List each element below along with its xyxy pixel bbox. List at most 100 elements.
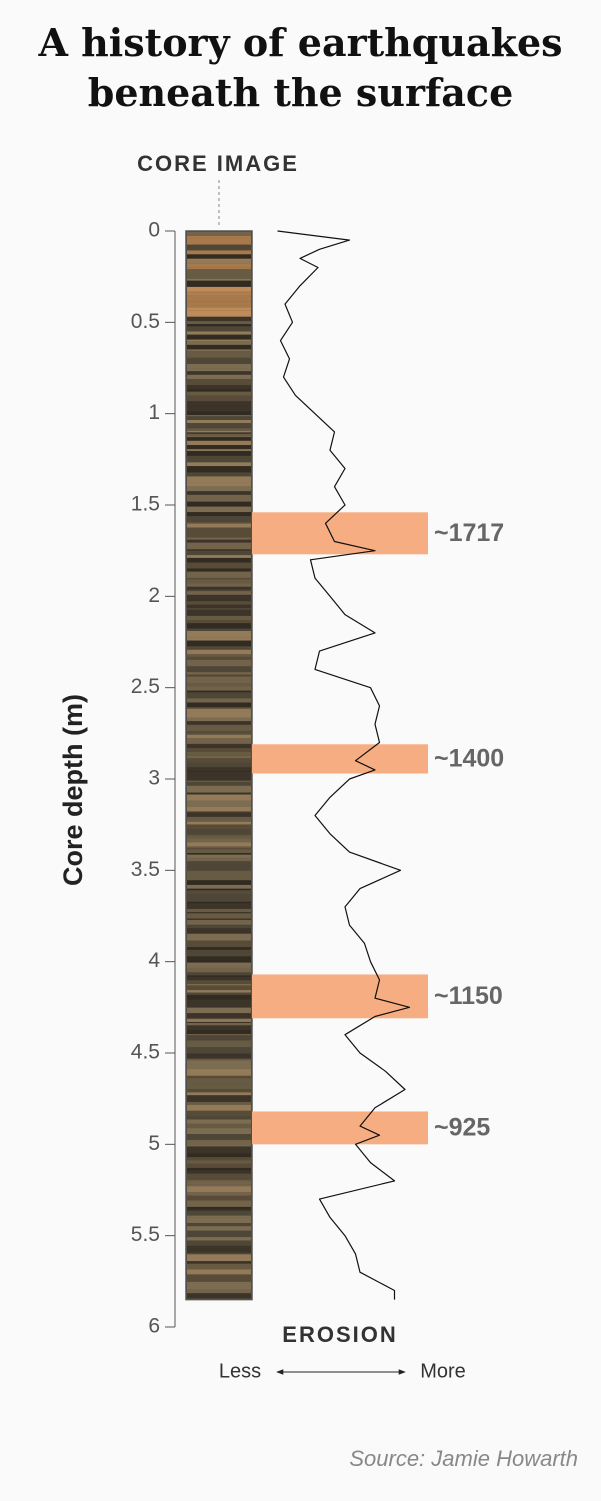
core-stripe xyxy=(187,846,251,848)
core-stripe xyxy=(187,901,251,904)
core-stripe xyxy=(187,401,251,404)
core-stripe xyxy=(187,654,251,657)
core-stripe xyxy=(187,919,251,924)
core-stripe xyxy=(187,1005,251,1008)
core-stripe xyxy=(187,1021,251,1024)
core-stripe xyxy=(187,557,251,563)
core-stripe xyxy=(187,990,251,993)
core-stripe xyxy=(187,656,251,660)
core-stripe xyxy=(187,1217,251,1224)
y-tick-label: 2 xyxy=(148,584,160,607)
core-stripe xyxy=(187,1119,251,1124)
core-stripe xyxy=(187,615,251,621)
core-stripe xyxy=(187,449,251,451)
core-stripe xyxy=(187,888,251,891)
core-stripe xyxy=(187,812,251,817)
core-stripe xyxy=(187,751,251,756)
core-stripe xyxy=(187,733,251,735)
erosion-line xyxy=(277,230,411,1300)
source: Source: Jamie Howarth xyxy=(349,1446,578,1471)
core-stripe xyxy=(187,738,251,744)
core-stripe xyxy=(187,1128,251,1135)
core-stripe xyxy=(187,870,251,875)
core-stripe xyxy=(187,279,251,281)
less-label: Less xyxy=(219,1360,261,1382)
core-stripe xyxy=(187,335,251,340)
core-stripe xyxy=(187,923,251,925)
core-stripe xyxy=(187,411,251,416)
core-stripe xyxy=(187,1180,251,1182)
core-stripe xyxy=(187,731,251,734)
core-stripe xyxy=(187,594,251,602)
core-stripe xyxy=(187,821,251,825)
core-stripe xyxy=(187,476,251,483)
core-stripe xyxy=(187,829,251,835)
core-stripe xyxy=(187,577,251,580)
core-stripe xyxy=(187,351,251,358)
core-stripe xyxy=(187,440,251,446)
core-stripe xyxy=(187,748,251,752)
core-stripe xyxy=(187,1035,251,1041)
core-stripe xyxy=(187,542,251,550)
core-stripe xyxy=(187,1226,251,1231)
chart-title: A history of earthquakes beneath the sur… xyxy=(38,20,563,115)
core-stripe xyxy=(187,450,251,456)
core-stripe xyxy=(187,794,251,801)
core-stripe xyxy=(187,395,251,402)
y-tick-label: 5.5 xyxy=(131,1223,160,1246)
core-stripe xyxy=(187,1013,251,1019)
core-stripe xyxy=(187,702,251,708)
core-stripe xyxy=(187,659,251,667)
core-stripe xyxy=(187,286,251,292)
core-stripe xyxy=(187,263,251,268)
core-stripe xyxy=(187,428,251,431)
core-stripe xyxy=(187,874,251,881)
core-stripe xyxy=(187,1237,251,1241)
core-stripe xyxy=(187,975,251,977)
core-stripe xyxy=(187,549,251,551)
core-stripe xyxy=(187,956,251,963)
core-stripe xyxy=(187,539,251,543)
core-stripe xyxy=(187,666,251,673)
core-stripe xyxy=(187,835,251,837)
y-tick-label: 6 xyxy=(148,1315,160,1338)
core-stripe xyxy=(187,321,251,325)
core-stripe xyxy=(187,506,251,513)
core-stripe xyxy=(187,1025,251,1031)
core-stripe xyxy=(187,933,251,941)
core-stripe xyxy=(187,762,251,768)
core-stripe xyxy=(187,1023,251,1026)
core-stripe xyxy=(187,1192,251,1196)
core-stripe xyxy=(187,339,251,342)
core-stripe xyxy=(187,1186,251,1193)
core-stripe xyxy=(187,293,251,295)
event-label: ~1150 xyxy=(434,982,503,1010)
core-stripe xyxy=(187,811,251,813)
core-stripe xyxy=(187,1078,251,1084)
core-stripe xyxy=(187,1104,251,1111)
core-stripe xyxy=(187,579,251,584)
core-stripe xyxy=(187,928,251,934)
core-stripe xyxy=(187,1040,251,1048)
core-stripe xyxy=(187,389,251,392)
core-stripe xyxy=(187,1293,251,1299)
core-stripe xyxy=(187,305,251,308)
core-stripe xyxy=(187,385,251,390)
core-stripe xyxy=(187,755,251,759)
core-stripe xyxy=(187,324,251,327)
core-stripe xyxy=(187,571,251,578)
core-stripe xyxy=(187,816,251,822)
core-stripe xyxy=(187,374,251,379)
core-stripe xyxy=(187,893,251,900)
core-stripe xyxy=(187,880,251,885)
core-stripe xyxy=(187,341,251,345)
core-stripe xyxy=(187,326,251,332)
core-stripe xyxy=(187,238,251,245)
core-stripe xyxy=(187,1034,251,1036)
core-stripe xyxy=(187,854,251,858)
core-stripe xyxy=(187,1274,251,1277)
core-stripe xyxy=(187,1209,251,1211)
core-stripe xyxy=(187,674,251,677)
core-stripe xyxy=(187,708,251,712)
